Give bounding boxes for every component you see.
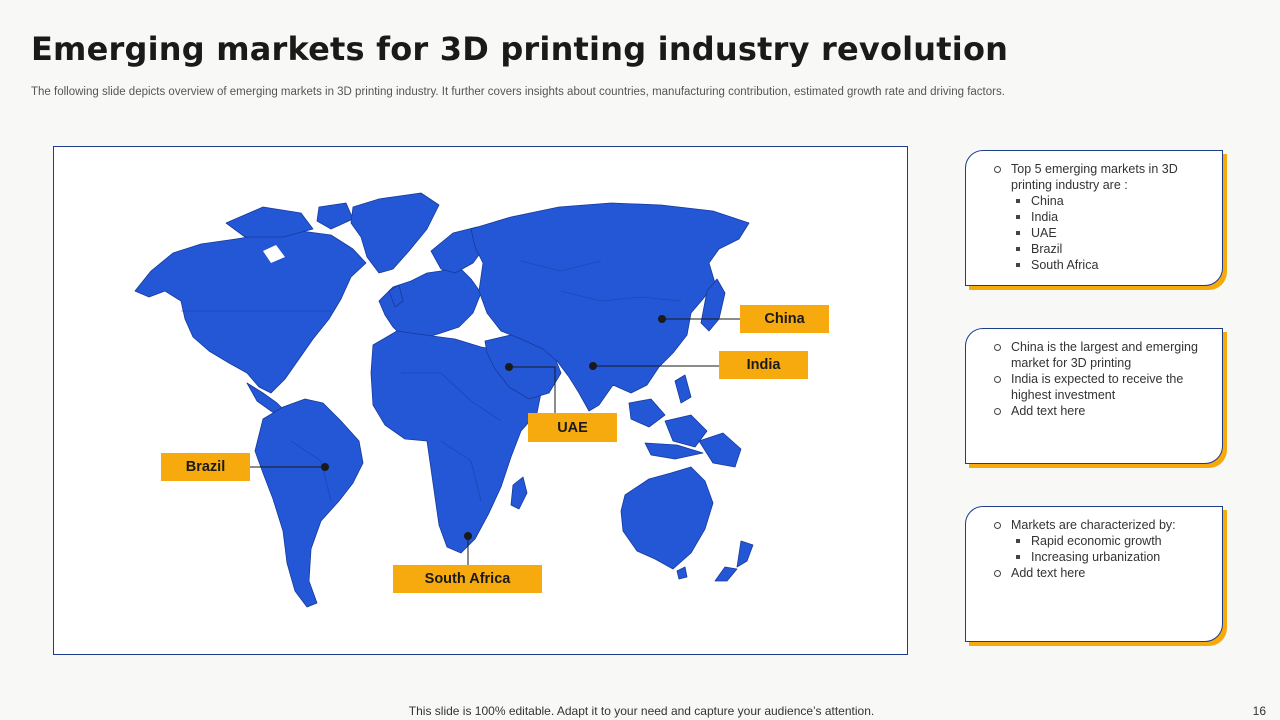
- card-subbullet: Rapid economic growth: [992, 533, 1208, 549]
- info-card-top-markets: Top 5 emerging markets in 3D printing in…: [965, 150, 1223, 286]
- card-bullet: Markets are characterized by:: [992, 517, 1208, 533]
- page-number: 16: [1252, 704, 1266, 718]
- card-subbullet: China: [992, 193, 1208, 209]
- card-subbullet: South Africa: [992, 257, 1208, 273]
- card-bullet: India is expected to receive the highest…: [992, 371, 1208, 403]
- label-china: China: [740, 305, 829, 333]
- arctic-islands-shape: [225, 206, 314, 238]
- slide-subtitle: The following slide depicts overview of …: [31, 86, 1005, 98]
- brazil-marker: [321, 463, 329, 471]
- card-subbullet: India: [992, 209, 1208, 225]
- australia-shape: [620, 466, 714, 570]
- card-bullet: Add text here: [992, 565, 1208, 581]
- card-subbullet: UAE: [992, 225, 1208, 241]
- footer-note: This slide is 100% editable. Adapt it to…: [408, 704, 875, 718]
- china-marker: [658, 315, 666, 323]
- slide-title: Emerging markets for 3D printing industr…: [31, 30, 1009, 68]
- card-subbullet: Increasing urbanization: [992, 549, 1208, 565]
- new-zealand-shape: [736, 540, 754, 568]
- south-america-shape: [254, 398, 364, 608]
- card-bullet: Add text here: [992, 403, 1208, 419]
- indonesia-shape: [628, 398, 666, 428]
- label-india: India: [719, 351, 808, 379]
- label-uae: UAE: [528, 413, 617, 442]
- north-america-shape: [134, 230, 367, 394]
- uae-marker: [505, 363, 513, 371]
- card-bullet: China is the largest and emerging market…: [992, 339, 1208, 371]
- card-list: Top 5 emerging markets in 3D printing in…: [992, 161, 1208, 273]
- market-markers: [250, 318, 741, 566]
- greenland-shape: [350, 192, 440, 274]
- madagascar-shape: [510, 476, 528, 510]
- uae-leader-line: [509, 366, 556, 414]
- card-subbullet: Brazil: [992, 241, 1208, 257]
- world-map-graphic: [134, 192, 754, 608]
- label-south-africa: South Africa: [393, 565, 542, 593]
- card-list: China is the largest and emerging market…: [992, 339, 1208, 419]
- card-list: Markets are characterized by: Rapid econ…: [992, 517, 1208, 581]
- card-bullet: Top 5 emerging markets in 3D printing in…: [992, 161, 1208, 193]
- label-brazil: Brazil: [161, 453, 250, 481]
- info-card-insights: China is the largest and emerging market…: [965, 328, 1223, 464]
- africa-shape: [370, 330, 542, 554]
- info-card-characteristics: Markets are characterized by: Rapid econ…: [965, 506, 1223, 642]
- india-marker: [589, 362, 597, 370]
- south-africa-marker: [464, 532, 472, 540]
- asia-shape: [470, 202, 750, 412]
